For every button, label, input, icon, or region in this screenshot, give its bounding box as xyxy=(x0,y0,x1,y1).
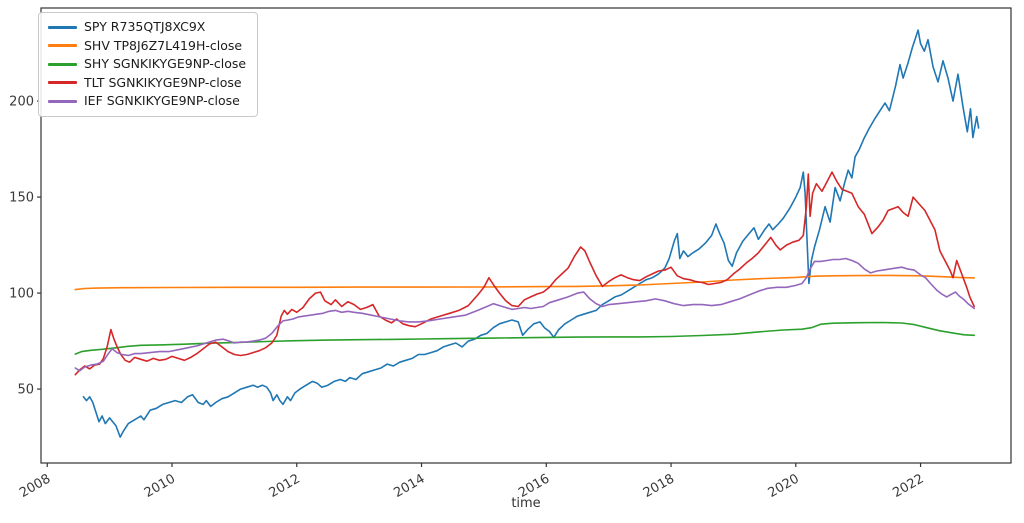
series-line-IEF xyxy=(74,257,976,372)
plot-frame xyxy=(40,7,1012,464)
legend-line-swatch xyxy=(48,99,77,103)
legend: SPY R735QTJ8XC9X SHV TP8J6Z7L419H-close SH… xyxy=(38,12,259,117)
legend-item-IEF: IEF SGNKIKYGE9NP-close xyxy=(48,93,246,109)
legend-item-SHY: SHY SGNKIKYGE9NP-close xyxy=(48,56,247,72)
legend-item-SPY: SPY R735QTJ8XC9X xyxy=(48,19,246,35)
series-line-SHV xyxy=(74,274,976,291)
y-tick-label: 200 xyxy=(9,95,34,110)
x-axis-title: time xyxy=(511,496,541,511)
legend-item-TLT: TLT SGNKIKYGE9NP-close xyxy=(48,74,246,91)
legend-line-swatch xyxy=(48,25,77,29)
legend-line-swatch xyxy=(48,44,77,48)
legend-line-swatch xyxy=(48,62,77,66)
series-line-SHY xyxy=(74,321,976,355)
legend-label: SPY R735QTJ8XC9X xyxy=(84,19,206,34)
series-line-TLT xyxy=(74,171,976,376)
series-line-SPY xyxy=(82,29,980,438)
legend-label: TLT SGNKIKYGE9NP-close xyxy=(84,74,242,90)
legend-label: SHY SGNKIKYGE9NP-close xyxy=(84,56,247,71)
y-tick-label: 150 xyxy=(9,191,34,206)
y-tick-label: 100 xyxy=(9,287,34,302)
legend-label: IEF SGNKIKYGE9NP-close xyxy=(84,93,240,108)
legend-line-swatch xyxy=(48,81,77,85)
legend-item-SHV: SHV TP8J6Z7L419H-close xyxy=(48,37,246,54)
y-tick-label: 50 xyxy=(17,383,34,398)
legend-label: SHV TP8J6Z7L419H-close xyxy=(84,37,243,53)
